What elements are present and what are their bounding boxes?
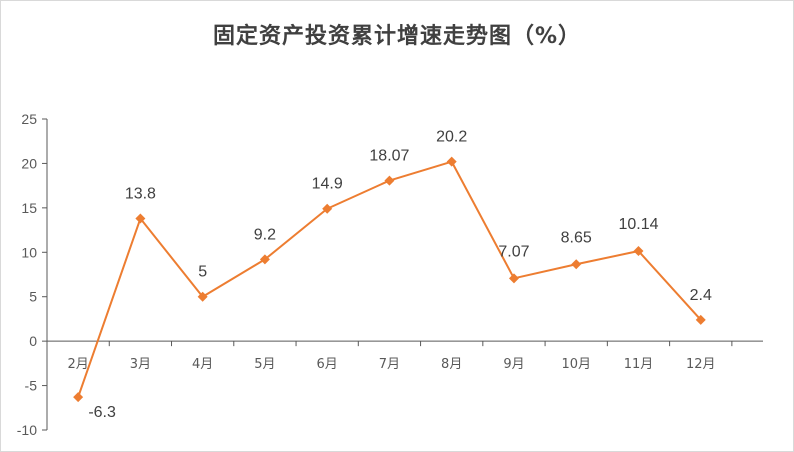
y-tick-label: -10 [17, 422, 37, 438]
y-tick-label: 10 [21, 244, 37, 260]
data-point-marker [384, 175, 395, 186]
data-label: 8.65 [561, 229, 592, 246]
x-tick-label: 12月 [686, 357, 716, 372]
y-tick-label: 20 [21, 155, 37, 171]
data-label: 5 [198, 264, 207, 281]
data-label: 18.07 [369, 148, 409, 165]
data-point-marker [197, 291, 208, 302]
series-line [73, 156, 706, 403]
y-tick-label: 15 [21, 200, 37, 216]
data-label: 13.8 [125, 186, 156, 203]
chart-title: 固定资产投资累计增速走势图（%） [212, 24, 582, 49]
x-tick-label: 11月 [624, 357, 654, 372]
x-tick-label: 6月 [317, 357, 338, 372]
data-labels: -6.3 13.8 5 9.2 14.9 18.07 20.2 7.07 8.65 10.14 2.… [88, 129, 712, 421]
data-point-marker [259, 254, 270, 265]
data-label: 10.14 [618, 216, 658, 233]
data-point-marker [508, 273, 519, 284]
x-tick-label: 10月 [561, 357, 591, 372]
data-point-marker [446, 156, 457, 167]
y-tick-label: 25 [21, 111, 37, 127]
x-tick-label: 2月 [67, 357, 88, 372]
x-tick-labels: 2月 3月 4月 5月 6月 7月 8月 9月 10月 11月 12月 [67, 357, 715, 372]
data-label: 7.07 [498, 243, 529, 260]
y-tick-label: 0 [29, 333, 37, 349]
x-tick-label: 5月 [254, 357, 275, 372]
data-point-marker [695, 314, 706, 325]
y-tick-label: -5 [25, 378, 38, 394]
data-point-marker [135, 213, 146, 224]
data-point-marker [571, 259, 582, 270]
x-tick-label: 8月 [441, 357, 462, 372]
x-tick-label: 3月 [130, 357, 151, 372]
x-tick-label: 9月 [503, 357, 524, 372]
y-tick-labels: -10 -5 0 5 10 15 20 25 [17, 111, 37, 438]
x-tick-label: 4月 [192, 357, 213, 372]
data-label: 20.2 [436, 129, 467, 146]
data-label: 2.4 [690, 287, 712, 304]
x-tick-label: 7月 [379, 357, 400, 372]
data-label: 9.2 [254, 226, 276, 243]
y-tick-label: 5 [29, 289, 37, 305]
data-label: 14.9 [312, 176, 343, 193]
data-point-marker [322, 203, 333, 214]
data-point-marker [73, 392, 84, 403]
data-point-marker [633, 246, 644, 257]
axes [42, 118, 763, 431]
data-label: -6.3 [88, 404, 116, 421]
